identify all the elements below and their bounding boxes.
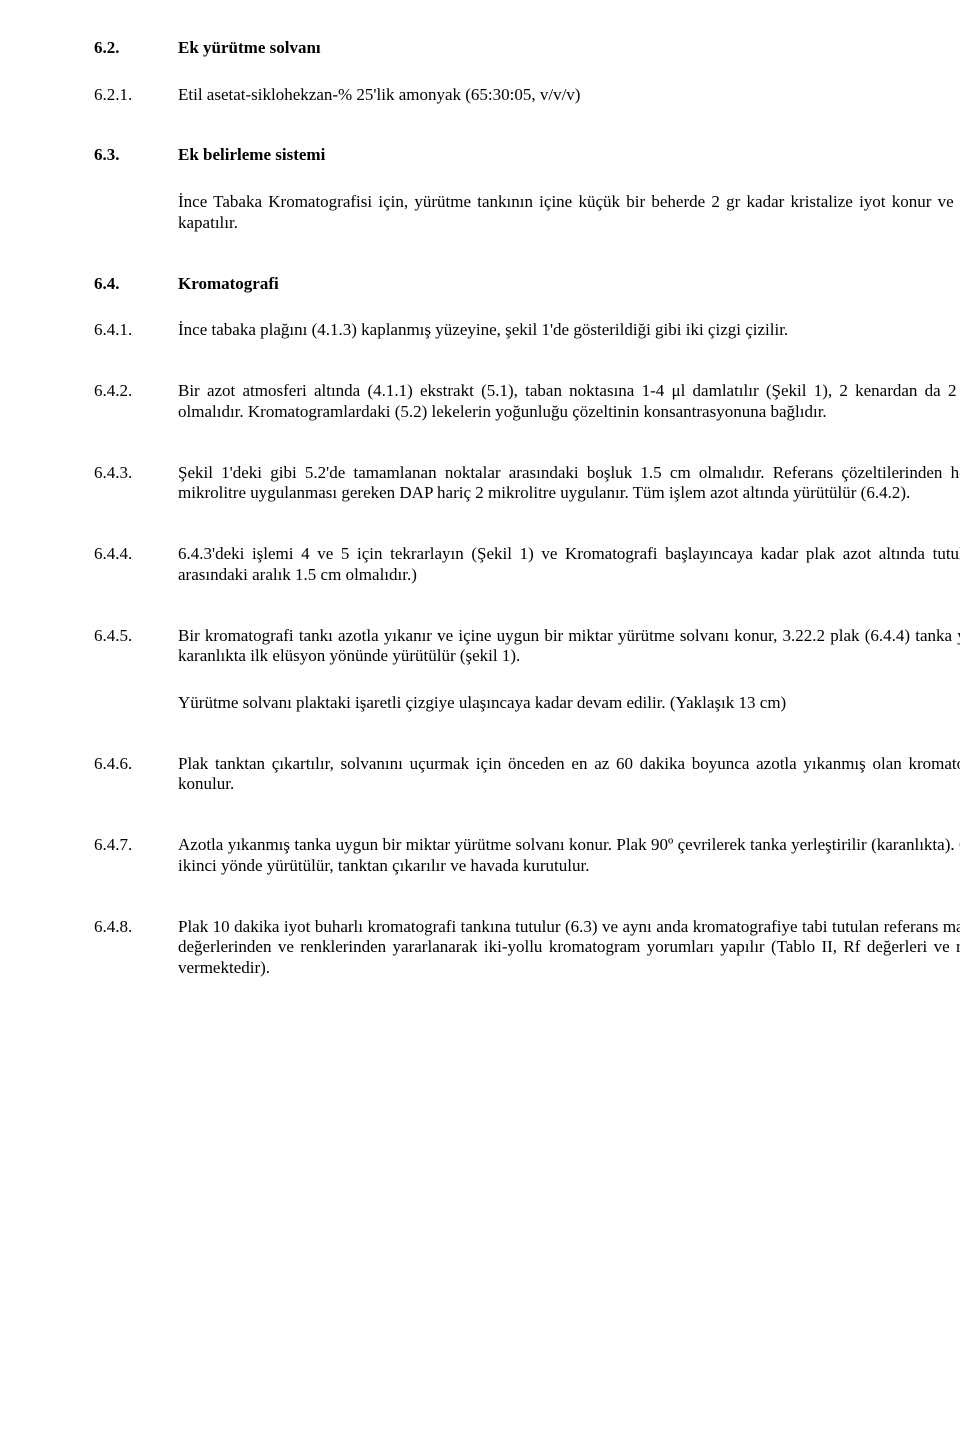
section-number-6-2-1: 6.2.1. xyxy=(94,85,178,106)
section-number-6-4: 6.4. xyxy=(94,274,178,295)
section-number-6-4-4: 6.4.4. xyxy=(94,544,178,565)
section-number-6-4-1: 6.4.1. xyxy=(94,320,178,341)
section-title-6-3: Ek belirleme sistemi xyxy=(178,145,960,166)
section-paragraph-6-4-5: Yürütme solvanı plaktaki işaretli çizgiy… xyxy=(178,693,960,714)
section-paragraph-6-3: İnce Tabaka Kromatografisi için, yürütme… xyxy=(178,192,960,233)
section-number-6-4-3: 6.4.3. xyxy=(94,463,178,484)
section-text-6-4-7: Azotla yıkanmış tanka uygun bir miktar y… xyxy=(178,835,960,876)
section-number-6-4-5: 6.4.5. xyxy=(94,626,178,647)
section-number-6-4-8: 6.4.8. xyxy=(94,917,178,938)
section-text-6-4-4: 6.4.3'deki işlemi 4 ve 5 için tekrarlayı… xyxy=(178,544,960,585)
section-number-6-4-7: 6.4.7. xyxy=(94,835,178,856)
section-text-6-2-1: Etil asetat-siklohekzan-% 25'lik amonyak… xyxy=(178,85,960,106)
section-number-6-3: 6.3. xyxy=(94,145,178,166)
section-number-6-4-2: 6.4.2. xyxy=(94,381,178,402)
section-text-6-4-5: Bir kromatografi tankı azotla yıkanır ve… xyxy=(178,626,960,667)
section-title-6-4: Kromatografi xyxy=(178,274,960,295)
section-text-6-4-2: Bir azot atmosferi altında (4.1.1) ekstr… xyxy=(178,381,960,422)
section-text-6-4-6: Plak tanktan çıkartılır, solvanını uçurm… xyxy=(178,754,960,795)
section-text-6-4-3: Şekil 1'deki gibi 5.2'de tamamlanan nokt… xyxy=(178,463,960,504)
section-number-6-2: 6.2. xyxy=(94,38,178,59)
section-title-6-2: Ek yürütme solvanı xyxy=(178,38,960,59)
section-text-6-4-1: İnce tabaka plağını (4.1.3) kaplanmış yü… xyxy=(178,320,960,341)
section-number-6-4-6: 6.4.6. xyxy=(94,754,178,775)
section-text-6-4-8: Plak 10 dakika iyot buharlı kromatografi… xyxy=(178,917,960,979)
